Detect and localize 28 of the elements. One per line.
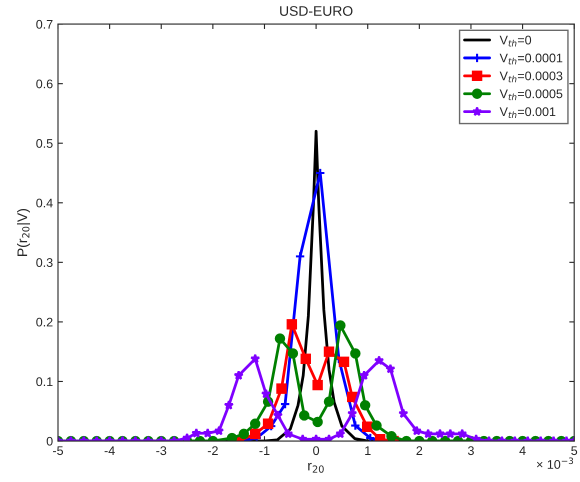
x-tick-label: -5 — [53, 446, 64, 456]
chart-title: USD-EURO — [280, 6, 352, 16]
legend-label: V$_{th}$=0.0003 — [500, 71, 562, 82]
y-axis-title: P(r$_{20}$|V) — [17, 209, 30, 256]
x-tick-label: 1 — [365, 446, 371, 455]
y-tick-label: 0 — [46, 436, 53, 446]
y-tick-label: 0.7 — [36, 20, 53, 29]
x-tick-label: 3 — [468, 446, 474, 456]
legend-label: V$_{th}$=0.0001 — [500, 54, 562, 64]
x-tick-label: 5 — [571, 446, 578, 456]
y-tick-label: 0.2 — [36, 318, 53, 327]
legend-label: V$_{th}$=0.001 — [500, 107, 556, 118]
x-tick-label: -4 — [104, 446, 115, 455]
x-axis-title: r$_{20}$ — [308, 462, 324, 473]
text: × 10$^{−3}$ — [536, 457, 574, 469]
x-tick-label: -2 — [208, 446, 218, 455]
x-tick-label: 2 — [416, 446, 422, 455]
x-tick-label: -1 — [259, 446, 270, 455]
legend-label: V$_{th}$=0.0005 — [500, 89, 562, 100]
x-tick-label: -3 — [156, 446, 166, 456]
y-tick-label: 0.1 — [36, 377, 53, 386]
y-tick-label: 0.4 — [36, 198, 53, 208]
y-tick-label: 0.6 — [36, 79, 53, 88]
x-tick-label: 4 — [519, 446, 526, 455]
x-tick-label: 0 — [313, 446, 320, 456]
y-tick-label: 0.3 — [36, 258, 53, 267]
y-tick-label: 0.5 — [36, 139, 53, 148]
legend-label: V$_{th}$=0 — [500, 36, 532, 46]
